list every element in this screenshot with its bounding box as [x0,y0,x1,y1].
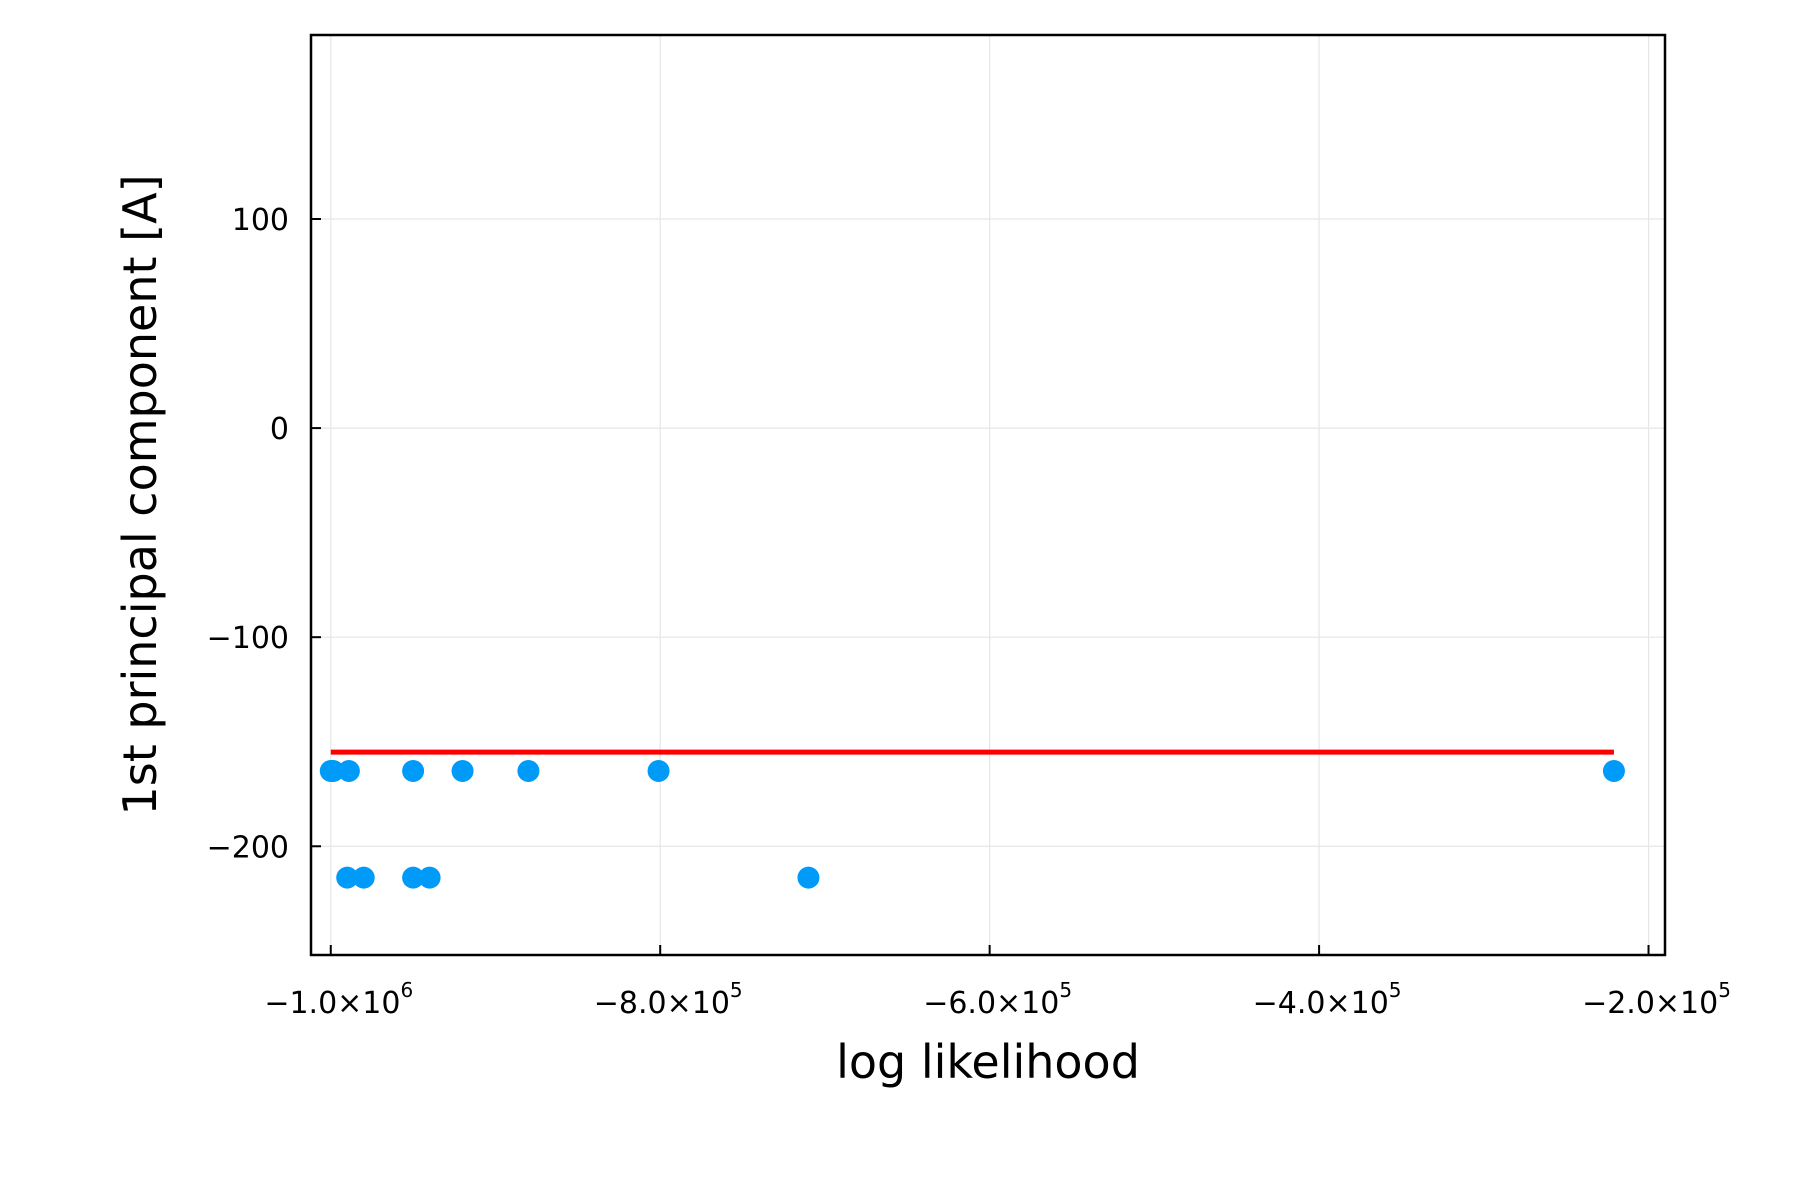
x-tick-mantissa: −2.0×10 [1582,986,1718,1021]
x-tick-label: −2.0×105 [1582,978,1731,1021]
x-axis-label: log likelihood [836,1035,1140,1089]
data-point [418,866,441,889]
data-point [402,760,425,782]
data-point [322,760,345,782]
x-tick-exponent: 5 [730,978,743,1002]
y-tick-label: 0 [270,412,289,447]
data-point [336,866,359,889]
grid [311,35,1665,955]
x-tick-mantissa: −4.0×10 [1253,986,1389,1021]
data-point [402,866,425,889]
x-tick-exponent: 5 [1059,978,1072,1002]
scatter-series [319,760,1625,889]
data-point [797,866,820,889]
data-point [337,760,360,782]
x-tick-label: −1.0×106 [264,978,413,1021]
data-point [352,866,375,889]
data-point [517,760,540,782]
x-tick-label: −6.0×105 [923,978,1072,1021]
y-axis-label: 1st principal component [A] [113,174,167,815]
x-tick-exponent: 6 [400,978,413,1002]
data-point [647,760,670,782]
x-tick-exponent: 5 [1389,978,1402,1002]
plot-frame [309,33,1667,957]
y-tick-label: −200 [207,830,289,865]
data-point [1602,760,1625,782]
x-tick-mantissa: −8.0×10 [594,986,730,1021]
x-tick-mantissa: −6.0×10 [923,986,1059,1021]
x-tick-mantissa: −1.0×10 [264,986,400,1021]
data-point [451,760,474,782]
axis-ticks: −1.0×106 −8.0×105 −6.0×105 −4.0×105 −2.0×105… [207,203,1731,1021]
x-tick-label: −8.0×105 [594,978,743,1021]
y-tick-label: −100 [207,621,289,656]
x-tick-label: −4.0×105 [1253,978,1402,1021]
x-tick-exponent: 5 [1718,978,1731,1002]
y-tick-label: 100 [232,203,289,238]
